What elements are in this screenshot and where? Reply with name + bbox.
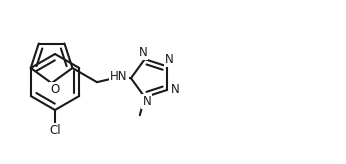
Text: O: O [50, 83, 59, 96]
Text: N: N [143, 95, 151, 108]
Text: N: N [171, 83, 180, 96]
Text: Cl: Cl [49, 123, 61, 136]
Text: N: N [138, 46, 147, 59]
Text: HN: HN [110, 70, 128, 83]
Text: N: N [165, 53, 174, 66]
